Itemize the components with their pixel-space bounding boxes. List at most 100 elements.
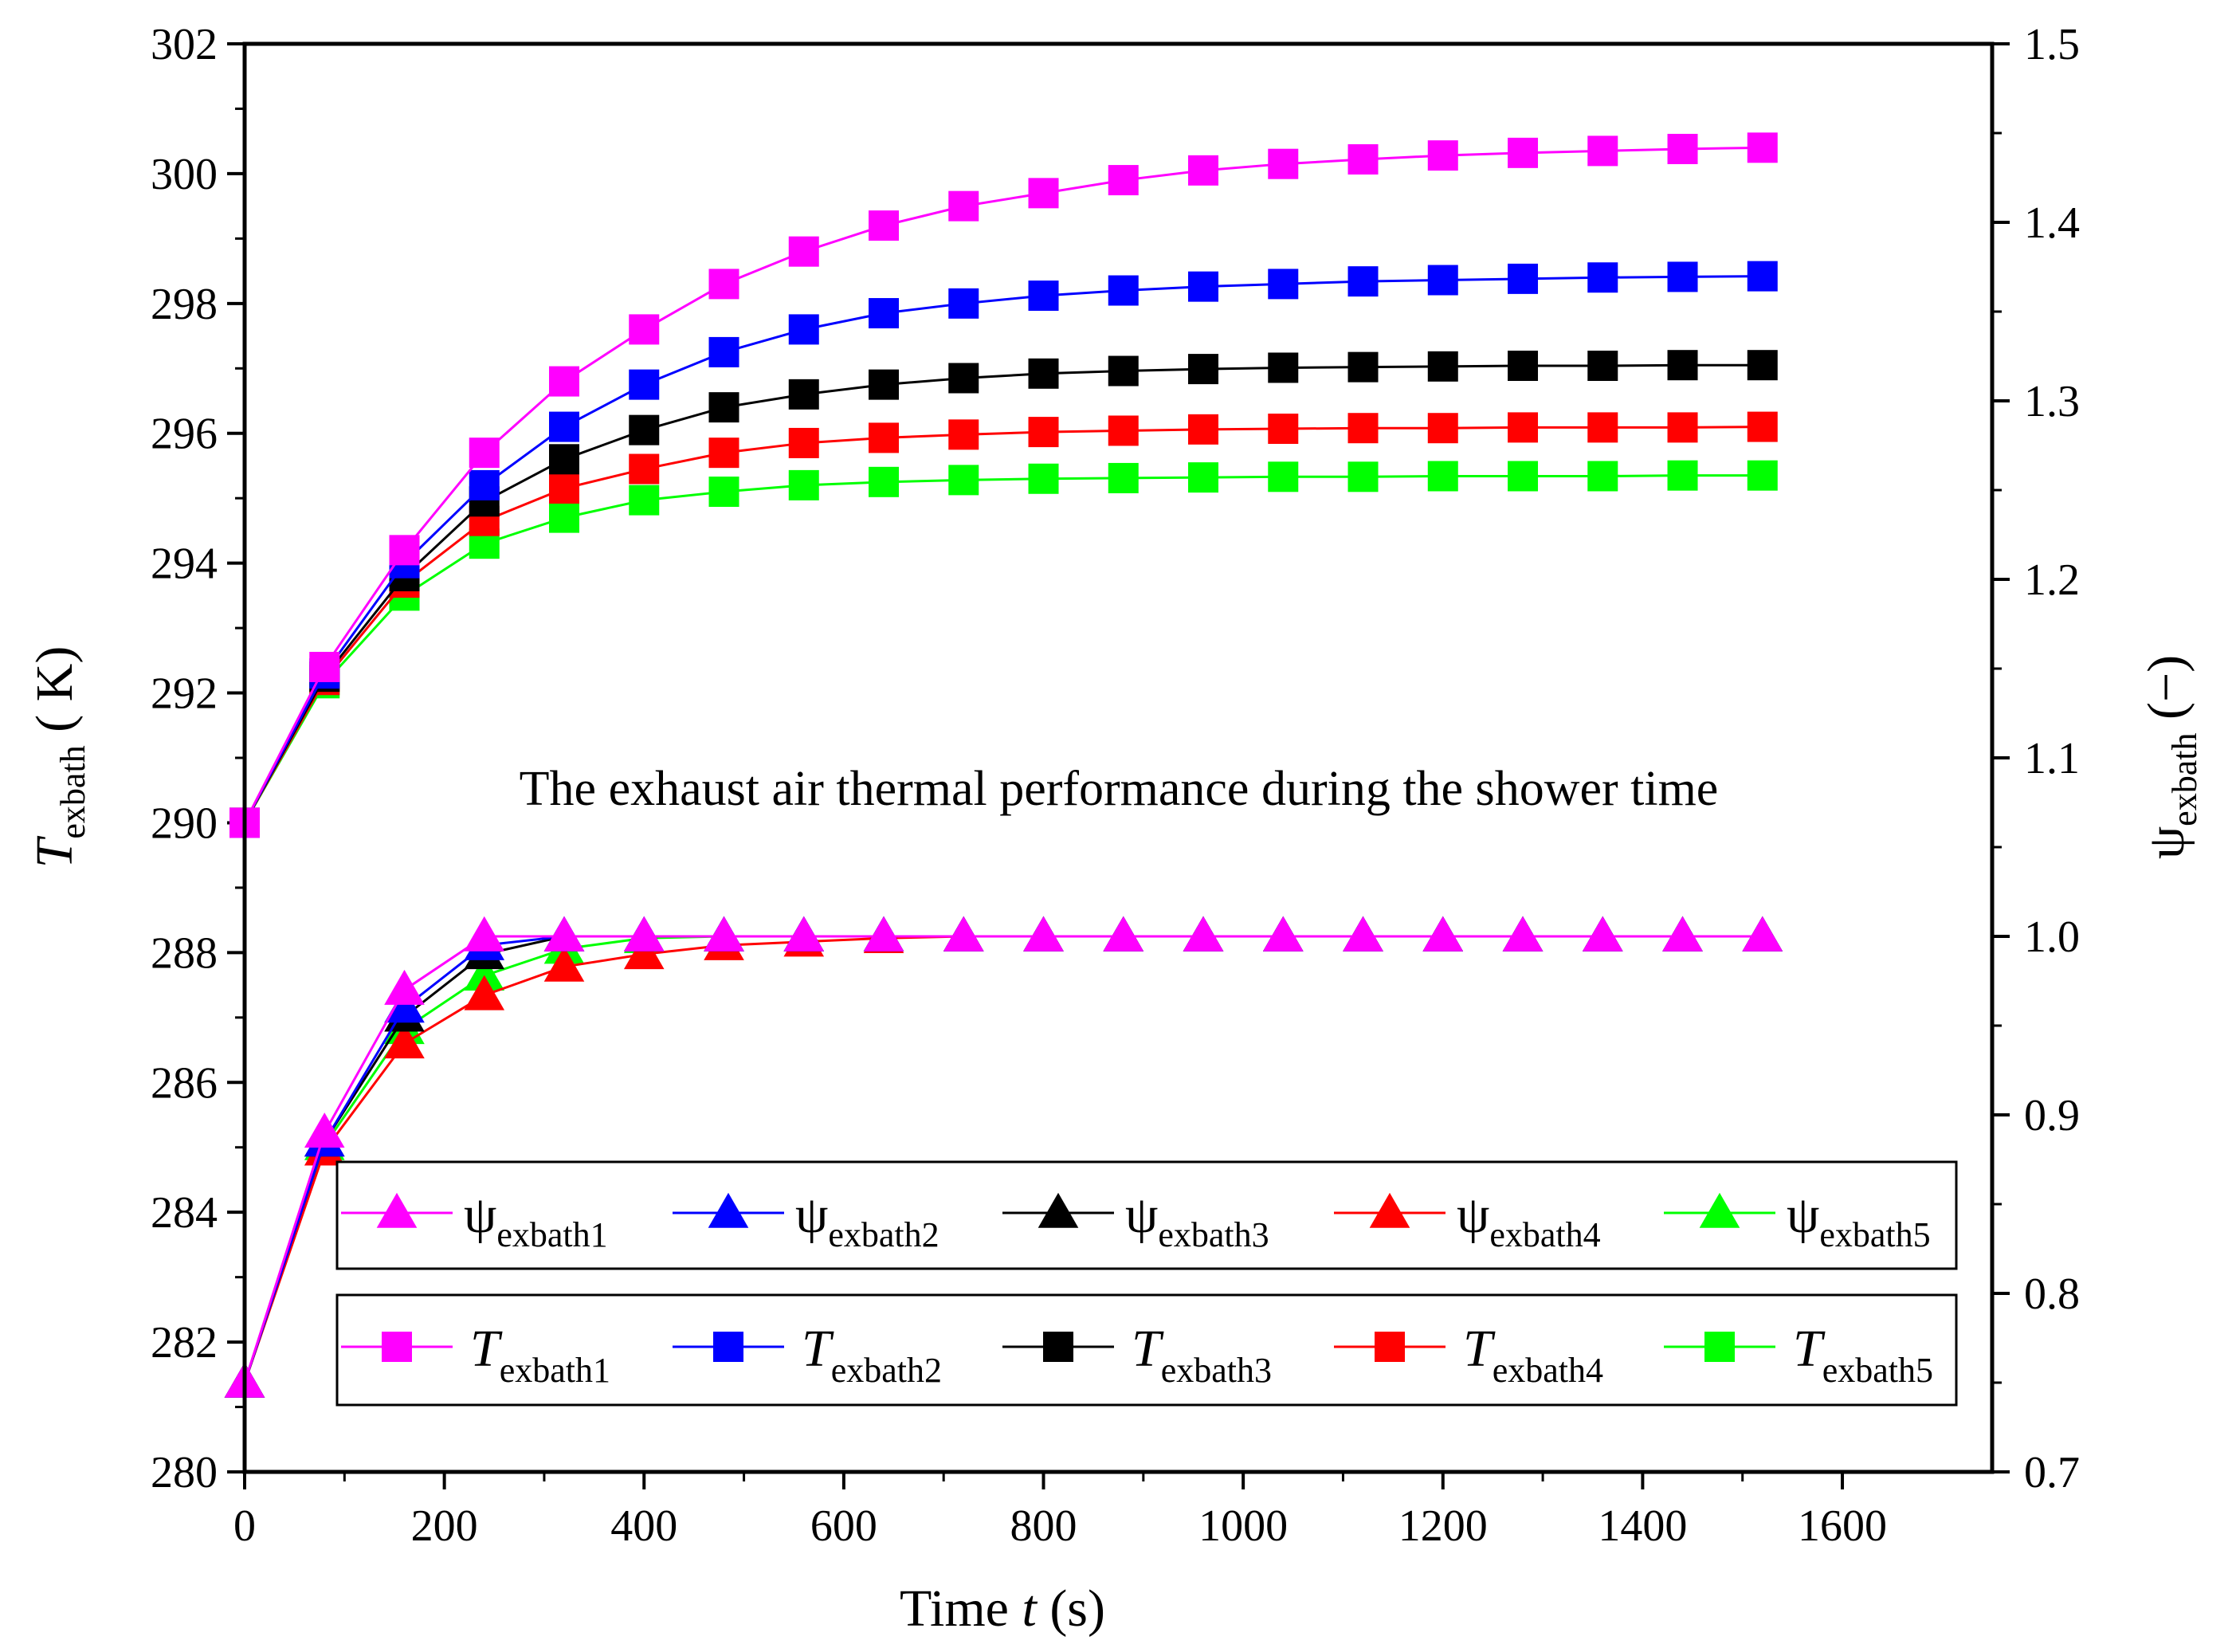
psi-point — [704, 916, 744, 952]
psi-point — [623, 934, 665, 970]
y-left-tick-label: 290 — [151, 799, 218, 848]
t-point — [708, 477, 739, 508]
y-left-tick-label: 300 — [151, 150, 218, 199]
y-right-tick-label: 1.5 — [2024, 20, 2080, 69]
t-point — [1028, 178, 1059, 209]
y-right-tick-label: 0.9 — [2024, 1091, 2080, 1140]
t-point — [1667, 133, 1698, 164]
psi-point — [1662, 916, 1703, 952]
psi-point — [304, 1112, 345, 1148]
psi-point — [543, 946, 585, 982]
psi-point — [464, 975, 505, 1010]
t-point — [1508, 412, 1539, 443]
legend-psi: ψexbath1 ψexbath2 ψexbath3 ψexbath4 ψexbath5 — [335, 1160, 1958, 1270]
psi-series-line — [243, 935, 1763, 1383]
t-point — [788, 379, 819, 410]
y-right-tick-label: 1.2 — [2024, 555, 2080, 605]
t-point — [869, 422, 900, 453]
y-left-axis-title: Texbath ( K) — [25, 646, 92, 869]
psi-point — [783, 916, 825, 952]
psi-point — [1502, 916, 1544, 952]
psi-point — [943, 916, 984, 952]
t-point — [629, 369, 660, 400]
annotation-text: The exhaust air thermal performance duri… — [520, 762, 1719, 816]
y-left-tick-label: 286 — [151, 1058, 218, 1108]
t-point — [1427, 351, 1458, 382]
psi-point — [1582, 916, 1623, 952]
y-left-tick-label: 292 — [151, 669, 218, 719]
t-point — [1747, 261, 1778, 292]
t-point — [389, 535, 420, 566]
x-tick-label: 800 — [1010, 1501, 1077, 1551]
legend-temperature-entry-1: Texbath1 — [341, 1320, 610, 1390]
t-point — [629, 314, 660, 345]
legend-temperature-entry-3: Texbath3 — [1002, 1320, 1272, 1390]
t-point — [948, 288, 979, 319]
legend-temperature-box — [335, 1293, 1958, 1407]
psi-point — [464, 955, 505, 991]
t-point — [948, 419, 979, 450]
y-right-tick-label: 0.7 — [2024, 1448, 2080, 1497]
psi-point — [543, 916, 585, 952]
t-point — [869, 298, 900, 329]
t-point — [1508, 461, 1539, 492]
t-point — [1427, 140, 1458, 171]
t-point — [1347, 413, 1379, 444]
legend-marker — [1375, 1332, 1405, 1362]
legend-label: Texbath3 — [1132, 1320, 1272, 1390]
t-point — [1108, 462, 1139, 493]
legend-marker — [708, 1192, 749, 1228]
legend-marker — [713, 1332, 743, 1362]
legend-psi-entry-5: ψexbath5 — [1664, 1186, 1931, 1254]
t-point — [708, 336, 739, 367]
t-point — [1667, 350, 1698, 381]
t-point — [1587, 262, 1618, 293]
y-left-tick-label: 294 — [151, 540, 218, 589]
t-point — [1667, 261, 1698, 292]
t-point — [1508, 263, 1539, 294]
t-point — [708, 392, 739, 423]
t-point — [1587, 412, 1618, 443]
t-point — [549, 473, 580, 504]
psi-series-1 — [224, 916, 1783, 1398]
t-series-5 — [229, 460, 1778, 838]
t-point — [1587, 461, 1618, 492]
t-point — [1108, 165, 1139, 196]
x-tick-label: 1200 — [1398, 1501, 1488, 1551]
t-point — [948, 465, 979, 496]
psi-point — [384, 987, 425, 1023]
t-point — [629, 453, 660, 485]
legend-temperature: Texbath1 Texbath2 Texbath3 Texbath4 Texbath5 — [335, 1293, 1958, 1407]
psi-point — [1023, 916, 1064, 952]
legend-marker — [1043, 1332, 1073, 1362]
legend-marker — [1038, 1192, 1079, 1228]
legend-psi-entry-4: ψexbath4 — [1334, 1186, 1601, 1254]
t-point — [1747, 460, 1778, 491]
legend-temperature-entry-2: Texbath2 — [673, 1320, 942, 1390]
psi-point — [464, 916, 505, 952]
y-left-tick-label: 288 — [151, 928, 218, 978]
legend-label: ψexbath2 — [795, 1186, 939, 1254]
t-point — [1667, 412, 1698, 443]
x-tick-label: 200 — [411, 1501, 478, 1551]
t-point — [1028, 463, 1059, 494]
t-point — [1028, 281, 1059, 312]
y-right-tick-label: 1.1 — [2024, 734, 2080, 783]
t-series-1 — [229, 132, 1778, 838]
psi-point — [384, 1023, 425, 1059]
t-point — [788, 427, 819, 458]
legend-label: Texbath1 — [470, 1320, 610, 1390]
t-point — [629, 485, 660, 516]
legend-label: ψexbath5 — [1787, 1186, 1931, 1254]
t-point — [1028, 417, 1059, 448]
legend-marker — [376, 1192, 418, 1228]
psi-point — [623, 916, 665, 952]
legend-marker — [382, 1332, 412, 1362]
t-point — [1347, 266, 1379, 297]
t-point — [549, 366, 580, 397]
y-right-tick-label: 0.8 — [2024, 1269, 2080, 1319]
x-tick-label: 0 — [233, 1501, 256, 1551]
t-point — [549, 444, 580, 475]
legend-marker — [1704, 1332, 1735, 1362]
